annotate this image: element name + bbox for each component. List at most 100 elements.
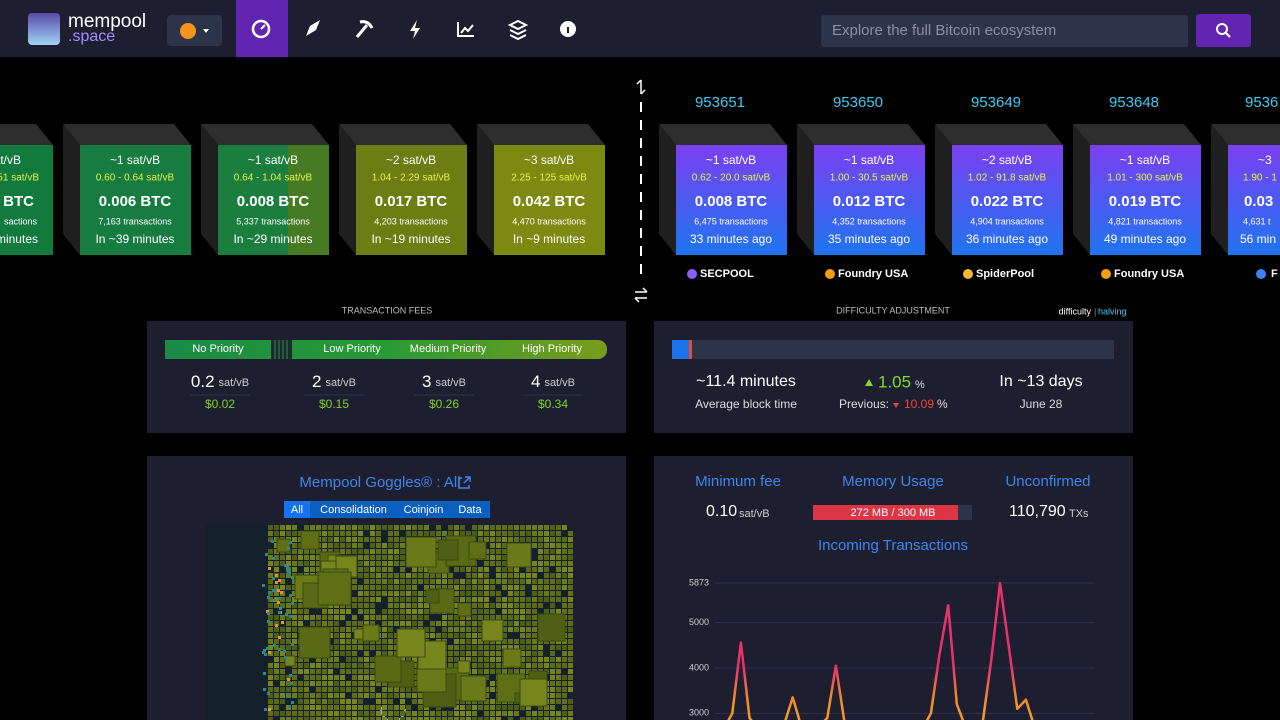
tx-square bbox=[568, 651, 573, 656]
tx-dot bbox=[267, 620, 270, 623]
logo-icon[interactable] bbox=[28, 13, 60, 45]
pool-name[interactable]: SECPOOL bbox=[700, 268, 754, 280]
tx-square bbox=[274, 567, 279, 572]
tx-square bbox=[562, 711, 567, 716]
block-side[interactable] bbox=[797, 124, 814, 255]
pool-logo[interactable] bbox=[825, 269, 835, 279]
block-face[interactable] bbox=[0, 145, 53, 255]
block-height[interactable]: 953651 bbox=[695, 94, 745, 111]
block-side[interactable] bbox=[339, 124, 356, 255]
tx-square bbox=[334, 693, 339, 698]
tx-square bbox=[532, 645, 537, 650]
tx-square bbox=[526, 573, 531, 578]
pool-logo[interactable] bbox=[687, 269, 697, 279]
tx-square bbox=[490, 603, 495, 608]
block-face[interactable] bbox=[676, 145, 787, 255]
filter-button[interactable] bbox=[397, 501, 450, 518]
tx-dot bbox=[281, 621, 284, 624]
external-link-icon[interactable] bbox=[458, 476, 471, 489]
tx-square bbox=[376, 711, 381, 716]
filter-button[interactable] bbox=[284, 501, 310, 518]
tx-square bbox=[532, 579, 537, 584]
block-top[interactable] bbox=[659, 124, 787, 145]
tx-dot bbox=[284, 564, 287, 567]
filter-label[interactable]: Coinjoin bbox=[404, 504, 444, 516]
tx-square bbox=[562, 525, 567, 530]
y-tick-label: 3000 bbox=[689, 708, 709, 718]
filter-label[interactable]: Consolidation bbox=[320, 504, 387, 516]
difficulty-change-unit: % bbox=[915, 379, 925, 391]
pool-name[interactable]: SpiderPool bbox=[976, 268, 1034, 280]
pool-logo[interactable] bbox=[963, 269, 973, 279]
block-height[interactable]: 953648 bbox=[1109, 94, 1159, 111]
block-face[interactable] bbox=[1090, 145, 1201, 255]
tx-square bbox=[514, 711, 519, 716]
pool-name[interactable]: F bbox=[1271, 268, 1278, 280]
block-side[interactable] bbox=[477, 124, 494, 255]
block-side[interactable] bbox=[935, 124, 952, 255]
tx-square bbox=[394, 543, 399, 548]
block-top[interactable] bbox=[339, 124, 467, 145]
tx-square bbox=[316, 525, 321, 530]
nav-graphs-icon[interactable] bbox=[457, 22, 474, 37]
block-top[interactable] bbox=[201, 124, 329, 145]
tx-square bbox=[484, 669, 489, 674]
block-top[interactable] bbox=[1211, 124, 1280, 145]
block-top[interactable] bbox=[797, 124, 925, 145]
block-height[interactable]: 9536 bbox=[1245, 94, 1278, 111]
block-top[interactable] bbox=[935, 124, 1063, 145]
block-top[interactable] bbox=[0, 124, 53, 145]
tx-square bbox=[490, 681, 495, 686]
logo-text[interactable]: mempool bbox=[68, 11, 146, 32]
nav-blocks-icon[interactable] bbox=[507, 19, 529, 41]
filter-button[interactable] bbox=[450, 501, 490, 518]
filter-label[interactable]: Data bbox=[458, 504, 482, 516]
block-face[interactable] bbox=[356, 145, 467, 255]
filter-label[interactable]: All bbox=[291, 504, 303, 516]
nav-mining-icon[interactable] bbox=[355, 20, 374, 38]
tx-square bbox=[292, 615, 297, 620]
tx-square bbox=[490, 717, 495, 720]
tx-square bbox=[364, 657, 369, 662]
pool-logo[interactable] bbox=[1101, 269, 1111, 279]
block-face[interactable] bbox=[494, 145, 605, 255]
toggle-difficulty[interactable]: difficulty bbox=[1059, 306, 1092, 316]
difficulty-heading: DIFFICULTY ADJUSTMENT bbox=[836, 305, 950, 315]
block-top[interactable] bbox=[1073, 124, 1201, 145]
goggles-title[interactable]: Mempool Goggles® : All bbox=[299, 474, 460, 491]
block-side[interactable] bbox=[63, 124, 80, 255]
logo-suffix[interactable]: .space bbox=[68, 28, 115, 45]
block-side[interactable] bbox=[201, 124, 218, 255]
tx-square bbox=[394, 579, 399, 584]
swap-icon-bottom[interactable] bbox=[634, 287, 648, 303]
tx-square bbox=[490, 663, 495, 668]
block-top[interactable] bbox=[477, 124, 605, 145]
block-face[interactable] bbox=[1228, 145, 1280, 255]
block-side[interactable] bbox=[659, 124, 676, 255]
pool-name[interactable]: Foundry USA bbox=[1114, 268, 1184, 280]
fee-tier-label: Low Priority bbox=[323, 343, 381, 355]
search-button[interactable] bbox=[1196, 14, 1251, 47]
nav-dashboard-icon[interactable] bbox=[251, 19, 271, 39]
tx-dot bbox=[287, 572, 290, 575]
toggle-halving[interactable]: halving bbox=[1098, 306, 1127, 316]
block-top[interactable] bbox=[63, 124, 191, 145]
swap-icon-top[interactable] bbox=[636, 79, 646, 95]
block-height[interactable]: 953650 bbox=[833, 94, 883, 111]
block-side[interactable] bbox=[1211, 124, 1228, 255]
pool-logo[interactable] bbox=[1256, 269, 1266, 279]
block-face[interactable] bbox=[814, 145, 925, 255]
tx-dot bbox=[267, 692, 270, 695]
tx-dot bbox=[266, 647, 269, 650]
block-face[interactable] bbox=[952, 145, 1063, 255]
filter-button[interactable] bbox=[310, 501, 397, 518]
block-side[interactable] bbox=[1073, 124, 1090, 255]
block-height[interactable]: 953649 bbox=[971, 94, 1021, 111]
block-face[interactable] bbox=[80, 145, 191, 255]
pool-name[interactable]: Foundry USA bbox=[838, 268, 908, 280]
nav-lightning-icon[interactable] bbox=[410, 20, 420, 39]
tx-dot bbox=[275, 581, 278, 584]
tx-square bbox=[556, 657, 561, 662]
search-input[interactable] bbox=[821, 15, 1188, 47]
nav-rocket-icon[interactable] bbox=[306, 20, 320, 36]
